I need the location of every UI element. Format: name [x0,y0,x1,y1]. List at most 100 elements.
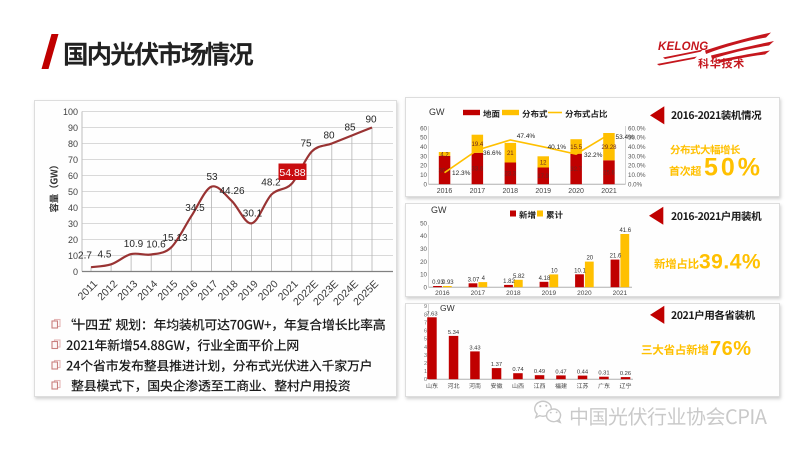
svg-text:29.28: 29.28 [601,145,617,151]
svg-text:30.1: 30.1 [243,209,263,220]
svg-text:3: 3 [424,353,427,359]
svg-text:90: 90 [365,115,377,126]
svg-text:32.2%: 32.2% [584,152,603,159]
svg-text:54.88: 54.88 [279,167,305,179]
svg-text:4.2: 4.2 [440,152,449,158]
svg-text:30.0%: 30.0% [628,153,646,160]
svg-text:2013: 2013 [115,278,140,303]
svg-text:2018: 2018 [506,290,521,297]
svg-text:2.7: 2.7 [78,251,92,262]
svg-text:2: 2 [424,361,427,367]
svg-text:0.26: 0.26 [620,371,631,377]
svg-text:7: 7 [424,320,427,326]
svg-text:23.3: 23.3 [504,172,516,178]
svg-text:40: 40 [420,144,427,151]
svg-text:1: 1 [424,369,427,375]
svg-text:2017: 2017 [470,188,486,195]
svg-text:20: 20 [420,259,427,266]
svg-text:0.74: 0.74 [512,367,524,373]
svg-text:2021: 2021 [601,188,617,195]
svg-text:0.47: 0.47 [555,369,566,375]
svg-text:4.18: 4.18 [539,276,551,282]
svg-text:32.7: 32.7 [570,167,582,173]
svg-text:1.82: 1.82 [503,279,515,285]
svg-text:0.0%: 0.0% [628,181,643,188]
svg-text:0.93: 0.93 [432,280,444,286]
svg-text:3.07: 3.07 [468,277,480,283]
svg-text:40.0%: 40.0% [628,144,646,151]
svg-text:2015: 2015 [155,278,180,303]
svg-text:5.34: 5.34 [448,330,460,336]
svg-text:4.5: 4.5 [98,250,112,261]
svg-text:2016: 2016 [435,290,450,297]
svg-text:40: 40 [420,233,427,240]
svg-text:53.4%: 53.4% [616,134,635,141]
svg-text:2018: 2018 [503,188,519,195]
svg-text:12: 12 [540,160,547,166]
svg-text:85: 85 [344,123,356,134]
svg-text:2011: 2011 [76,278,101,303]
svg-text:1.37: 1.37 [491,362,502,368]
svg-text:2018: 2018 [216,278,241,303]
svg-text:17.9: 17.9 [537,174,549,180]
svg-text:2020: 2020 [568,188,584,195]
svg-text:0: 0 [424,181,428,188]
svg-text:30: 30 [420,153,427,160]
svg-text:53: 53 [206,172,218,183]
svg-text:GW: GW [440,303,455,313]
svg-text:0: 0 [73,267,78,277]
svg-text:2019: 2019 [542,290,557,297]
svg-text:50%: 50% [704,154,763,182]
svg-text:50.0%: 50.0% [628,135,646,142]
svg-text:40.1%: 40.1% [548,144,567,151]
svg-text:15.5: 15.5 [570,145,582,151]
svg-text:7.63: 7.63 [426,311,437,317]
svg-text:30: 30 [68,219,78,229]
svg-text:4: 4 [424,345,427,351]
svg-text:10.6: 10.6 [146,240,166,251]
svg-text:30.3: 30.3 [439,168,451,174]
svg-text:39.4%: 39.4% [699,251,761,274]
svg-text:90: 90 [68,123,78,133]
svg-text:41.6: 41.6 [619,228,631,234]
svg-text:75: 75 [300,139,312,150]
svg-text:2014: 2014 [135,278,160,303]
svg-text:25.6: 25.6 [603,171,615,177]
svg-text:60.0%: 60.0% [628,125,646,132]
svg-text:12.3%: 12.3% [452,170,471,177]
svg-text:2020: 2020 [256,278,281,303]
svg-text:48.2: 48.2 [261,178,281,189]
svg-text:3.43: 3.43 [469,345,480,351]
svg-text:2012: 2012 [95,278,120,303]
svg-text:21.6: 21.6 [610,254,622,260]
svg-text:6: 6 [424,329,427,335]
svg-text:10.0%: 10.0% [628,172,646,179]
svg-text:44.26: 44.26 [219,186,244,197]
svg-text:19.4: 19.4 [472,142,484,148]
svg-text:2019: 2019 [535,188,551,195]
svg-text:80: 80 [68,139,78,149]
svg-text:10: 10 [551,268,558,274]
svg-text:50: 50 [420,220,427,227]
svg-text:20: 20 [420,163,427,170]
svg-text:0.31: 0.31 [598,371,609,377]
svg-text:2016: 2016 [437,188,453,195]
svg-text:50: 50 [68,187,78,197]
svg-text:0: 0 [424,284,428,291]
svg-text:10: 10 [420,272,427,279]
svg-text:15.13: 15.13 [162,233,187,244]
svg-text:36.6%: 36.6% [483,150,502,157]
svg-text:50: 50 [420,135,427,142]
svg-text:2021: 2021 [613,290,628,297]
svg-text:0.49: 0.49 [534,369,545,375]
svg-text:4: 4 [482,276,486,282]
svg-text:0.44: 0.44 [577,370,589,376]
svg-text:5.82: 5.82 [513,274,525,280]
svg-text:2017: 2017 [196,278,221,303]
svg-text:10.1: 10.1 [574,268,586,274]
svg-text:60: 60 [68,171,78,181]
svg-text:70: 70 [68,155,78,165]
svg-text:30: 30 [420,246,427,253]
svg-text:33.6: 33.6 [472,167,484,173]
svg-text:60: 60 [420,125,427,132]
